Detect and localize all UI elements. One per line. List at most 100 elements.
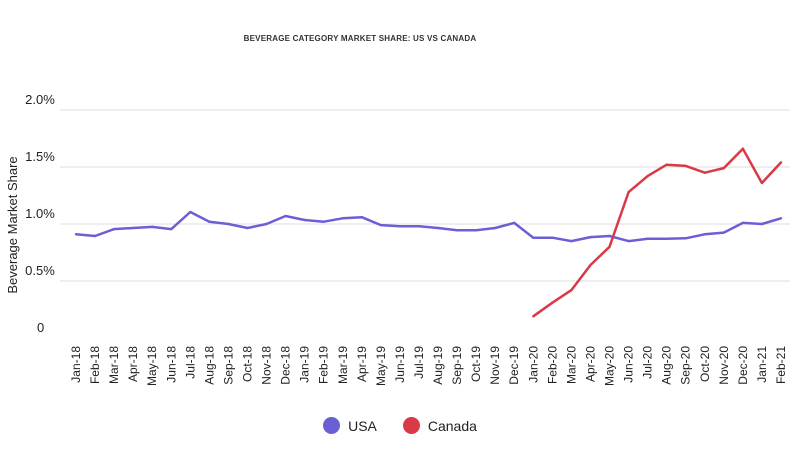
x-tick-label: Feb-20 — [545, 346, 559, 384]
x-tick-label: Dec-19 — [507, 346, 521, 385]
line-chart: 0 0.5% 1.0% 1.5% 2.0% Jan-18 Feb-18 Mar-18 Apr-… — [5, 92, 790, 386]
x-tick-label: Jul-20 — [641, 346, 655, 379]
data-point-usa — [208, 220, 211, 223]
x-tick-label: Jan-18 — [69, 346, 83, 383]
data-point-usa — [684, 237, 687, 240]
x-tick-label: May-18 — [145, 346, 159, 386]
legend-label-canada: Canada — [427, 417, 477, 434]
x-tick-label: Nov-19 — [488, 346, 502, 385]
chart-title: BEVERAGE CATEGORY MARKET SHARE: US VS CA… — [243, 34, 477, 43]
data-point-usa — [112, 227, 116, 231]
x-tick-label: Aug-18 — [202, 346, 216, 385]
data-point-usa — [493, 226, 497, 230]
y-axis-label: Beverage Market Share — [5, 156, 20, 293]
x-tick-label: Jul-18 — [183, 346, 197, 379]
data-point-usa — [151, 225, 154, 229]
x-tick-label: Sep-18 — [221, 346, 235, 385]
x-tick-label: Apr-19 — [355, 346, 369, 382]
data-point-canada — [684, 164, 687, 168]
data-point-usa — [436, 226, 440, 230]
x-tick-label: Jun-20 — [622, 346, 636, 383]
legend: USA Canada — [0, 417, 800, 434]
x-tick-label: Nov-20 — [717, 346, 731, 385]
data-point-usa — [608, 234, 611, 238]
x-tick-label: Dec-18 — [279, 346, 293, 385]
data-point-canada — [722, 166, 726, 170]
data-point-usa — [779, 217, 783, 220]
series-line-canada — [532, 147, 782, 318]
data-point-canada — [646, 174, 649, 178]
data-point-usa — [322, 220, 325, 223]
data-point-usa — [74, 233, 78, 236]
y-tick-label: 0 — [37, 320, 44, 335]
data-point-usa — [227, 222, 230, 226]
x-tick-label: Jul-19 — [412, 346, 426, 379]
x-tick-label: Nov-18 — [260, 346, 274, 385]
data-point-canada — [627, 190, 630, 194]
x-tick-label: Feb-21 — [774, 346, 788, 384]
data-point-canada — [760, 181, 764, 185]
data-point-usa — [360, 215, 364, 219]
data-point-usa — [417, 225, 421, 228]
data-point-usa — [379, 223, 383, 227]
x-tick-label: Oct-20 — [698, 346, 712, 382]
data-point-usa — [722, 231, 726, 234]
data-point-canada — [703, 171, 706, 174]
data-point-canada — [741, 147, 745, 150]
data-point-canada — [589, 263, 592, 267]
data-point-canada — [570, 288, 573, 292]
data-point-usa — [189, 210, 192, 214]
data-point-usa — [284, 214, 287, 218]
data-point-usa — [341, 217, 344, 220]
data-point-usa — [532, 236, 535, 239]
x-tick-label: Mar-19 — [336, 346, 350, 384]
x-tick-label: Jan-20 — [526, 346, 540, 383]
data-point-usa — [93, 234, 97, 238]
data-point-canada — [665, 163, 668, 166]
y-tick-label: 1.5% — [25, 149, 55, 164]
data-point-usa — [398, 225, 402, 228]
x-tick-label: Dec-20 — [736, 346, 750, 385]
data-point-usa — [131, 226, 135, 230]
data-point-usa — [455, 229, 459, 232]
legend-label-usa: USA — [348, 417, 377, 434]
data-point-usa — [627, 239, 630, 243]
x-tick-label: Mar-20 — [564, 346, 578, 384]
series-line-usa — [75, 210, 782, 243]
x-tick-label: Feb-18 — [88, 346, 102, 384]
data-point-usa — [741, 221, 745, 225]
x-tick-label: Sep-20 — [679, 346, 693, 385]
x-tick-label: Oct-18 — [240, 346, 254, 382]
data-point-usa — [665, 237, 668, 241]
data-point-usa — [551, 236, 554, 239]
data-point-canada — [608, 245, 611, 248]
data-point-usa — [170, 227, 173, 231]
x-tick-label: Jun-19 — [393, 346, 407, 383]
data-point-usa — [246, 226, 249, 230]
data-point-usa — [646, 237, 649, 241]
legend-swatch-canada — [402, 417, 420, 434]
x-tick-label: Feb-19 — [317, 346, 331, 384]
x-tick-label: Aug-19 — [431, 346, 445, 385]
x-tick-label: Apr-18 — [126, 346, 140, 382]
x-tick-label: Aug-20 — [660, 346, 674, 385]
y-tick-label: 2.0% — [25, 92, 55, 107]
data-point-usa — [570, 239, 573, 243]
legend-item-canada[interactable]: Canada — [402, 417, 477, 434]
legend-item-usa[interactable]: USA — [323, 417, 377, 434]
data-point-usa — [589, 235, 592, 239]
x-tick-label: Apr-20 — [583, 346, 597, 382]
data-point-canada — [779, 161, 783, 164]
legend-swatch-usa — [323, 417, 341, 434]
data-point-usa — [474, 229, 478, 232]
data-point-usa — [760, 222, 764, 226]
data-point-usa — [265, 222, 268, 226]
y-tick-label: 0.5% — [25, 263, 55, 278]
y-tick-label: 1.0% — [25, 206, 55, 221]
data-point-canada — [532, 315, 535, 318]
x-tick-label: Mar-18 — [107, 346, 121, 384]
x-tick-label: Jun-18 — [164, 346, 178, 383]
x-tick-label: Jan-19 — [298, 346, 312, 383]
data-point-usa — [703, 233, 706, 236]
x-tick-label: Jan-21 — [755, 346, 769, 383]
